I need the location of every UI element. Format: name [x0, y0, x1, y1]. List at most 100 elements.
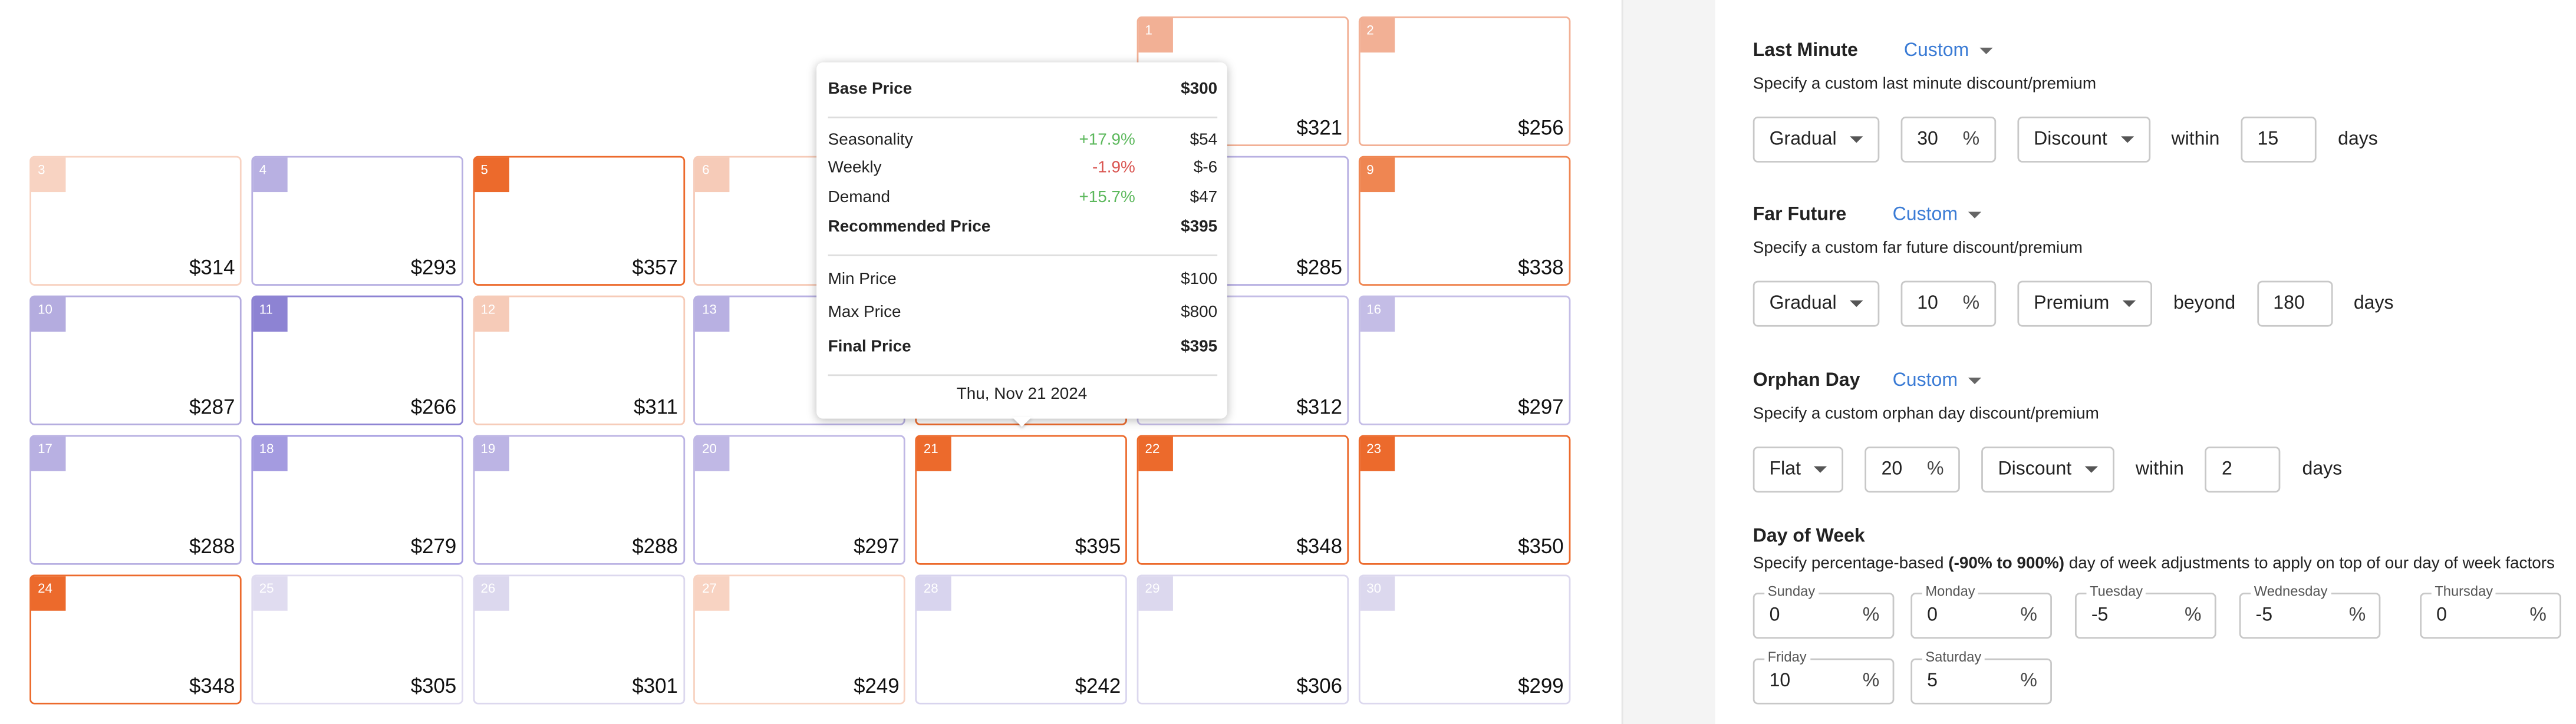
weekday-input[interactable]: Monday 0%: [1910, 583, 2052, 639]
day-price: $288: [189, 535, 235, 558]
days-input[interactable]: 15: [2241, 116, 2317, 163]
day-cell[interactable]: 27 $249: [694, 574, 906, 705]
weekday-input[interactable]: Wednesday -5%: [2239, 583, 2381, 639]
weekday-value: 5: [1927, 671, 1938, 692]
day-badge: 23: [1360, 437, 1395, 471]
day-price: $297: [854, 535, 900, 558]
day-cell[interactable]: 22 $348: [1137, 435, 1349, 565]
day-price: $350: [1518, 535, 1564, 558]
section-description: Specify a custom last minute discount/pr…: [1753, 75, 2097, 94]
amount-input[interactable]: 20%: [1865, 447, 1961, 493]
weekday-label: Sunday: [1764, 583, 1819, 600]
day-cell[interactable]: 16 $297: [1358, 295, 1570, 425]
controls: Flat 20% Discount within 2 days: [1753, 447, 2364, 493]
day-price: $312: [1296, 395, 1342, 419]
section-description: Specify percentage-based (-90% to 900%) …: [1753, 555, 2555, 573]
direction-select[interactable]: Discount: [2017, 116, 2150, 163]
tooltip-row: Recommended Price $395: [828, 219, 1218, 242]
amount-value: 30: [1917, 130, 1938, 150]
day-price: $348: [189, 675, 235, 698]
shape-select[interactable]: Flat: [1753, 447, 1844, 493]
mode-select[interactable]: Custom: [1893, 205, 1981, 224]
amount-value: 10: [1917, 293, 1938, 314]
day-cell[interactable]: 25 $305: [251, 574, 463, 705]
amount-input[interactable]: 30%: [1900, 116, 1996, 163]
day-price: $348: [1296, 535, 1342, 558]
weekday-input[interactable]: Friday 10%: [1753, 648, 1895, 705]
day-badge: 25: [252, 576, 288, 611]
weekday-input[interactable]: Sunday 0%: [1753, 583, 1895, 639]
weekday-input[interactable]: Thursday 0%: [2420, 583, 2561, 639]
weekday-value: -5: [2091, 606, 2109, 626]
day-price: $297: [1518, 395, 1564, 419]
day-price: $305: [410, 675, 457, 698]
weekday-input[interactable]: Tuesday -5%: [2074, 583, 2216, 639]
row-amount: $300: [1181, 80, 1218, 99]
day-cell[interactable]: 9 $338: [1358, 156, 1570, 286]
amount-unit: %: [1926, 459, 1944, 480]
weekday-value: 0: [1927, 606, 1938, 626]
relation: beyond: [2173, 293, 2236, 314]
day-cell[interactable]: 2 $256: [1358, 16, 1570, 147]
section-title: Orphan Day: [1753, 371, 1860, 391]
direction-select[interactable]: Discount: [1981, 447, 2114, 493]
amount-unit: %: [1962, 293, 1980, 314]
day-cell[interactable]: 19 $288: [472, 435, 685, 565]
day-badge: 12: [474, 297, 509, 332]
weekday-unit: %: [1862, 606, 1880, 626]
day-cell[interactable]: 11 $266: [251, 295, 463, 425]
day-badge: 3: [31, 157, 66, 193]
weekday-unit: %: [2020, 671, 2037, 692]
divider: [1621, 0, 1715, 724]
day-badge: 30: [1360, 576, 1395, 611]
day-cell[interactable]: 21 $395: [915, 435, 1128, 565]
row-amount: $395: [1181, 218, 1218, 237]
day-cell[interactable]: 12 $311: [472, 295, 685, 425]
day-cell[interactable]: 17 $288: [29, 435, 242, 565]
direction-select[interactable]: Premium: [2017, 280, 2152, 327]
weekday-label: Friday: [1764, 648, 1810, 665]
mode-select[interactable]: Custom: [1904, 41, 1992, 61]
days-input[interactable]: 180: [2257, 280, 2333, 327]
day-cell[interactable]: 29 $306: [1137, 574, 1349, 705]
row-percent: +15.7%: [1079, 188, 1135, 207]
day-badge: 11: [252, 297, 288, 332]
day-price: $279: [410, 535, 457, 558]
weekday-value: 0: [2436, 606, 2447, 626]
separator: [828, 254, 1218, 256]
weekday-unit: %: [2529, 606, 2547, 626]
day-price: $285: [1296, 256, 1342, 279]
row-amount: $395: [1181, 338, 1218, 356]
day-price: $321: [1296, 116, 1342, 140]
row-label: Demand: [828, 188, 891, 207]
day-cell[interactable]: 3 $314: [29, 156, 242, 286]
day-badge: 6: [695, 157, 730, 193]
day-cell[interactable]: 20 $297: [694, 435, 906, 565]
shape-select[interactable]: Gradual: [1753, 116, 1880, 163]
day-cell[interactable]: 4 $293: [251, 156, 463, 286]
day-cell[interactable]: 18 $279: [251, 435, 463, 565]
day-cell[interactable]: 28 $242: [915, 574, 1128, 705]
row-percent: +17.9%: [1079, 131, 1135, 150]
mode-select[interactable]: Custom: [1893, 371, 1981, 391]
weekday-label: Wednesday: [2251, 583, 2331, 600]
weekday-value: 0: [1769, 606, 1780, 626]
weekday-input[interactable]: Saturday 5%: [1910, 648, 2052, 705]
day-cell[interactable]: 23 $350: [1358, 435, 1570, 565]
shape-select[interactable]: Gradual: [1753, 280, 1880, 327]
day-badge: 21: [917, 437, 952, 471]
weekday-unit: %: [1862, 671, 1880, 692]
day-cell[interactable]: 5 $357: [472, 156, 685, 286]
amount-input[interactable]: 10%: [1900, 280, 1996, 327]
day-cell[interactable]: 26 $301: [472, 574, 685, 705]
days-label: days: [2353, 293, 2394, 314]
tooltip-row: Min Price $100: [828, 271, 1218, 294]
day-badge: 27: [695, 576, 730, 611]
day-cell[interactable]: 24 $348: [29, 574, 242, 705]
day-badge: 19: [474, 437, 509, 471]
days-input[interactable]: 2: [2205, 447, 2281, 493]
day-cell[interactable]: 10 $287: [29, 295, 242, 425]
row-amount: $54: [1190, 131, 1218, 150]
day-cell[interactable]: 30 $299: [1358, 574, 1570, 705]
day-badge: 18: [252, 437, 288, 471]
